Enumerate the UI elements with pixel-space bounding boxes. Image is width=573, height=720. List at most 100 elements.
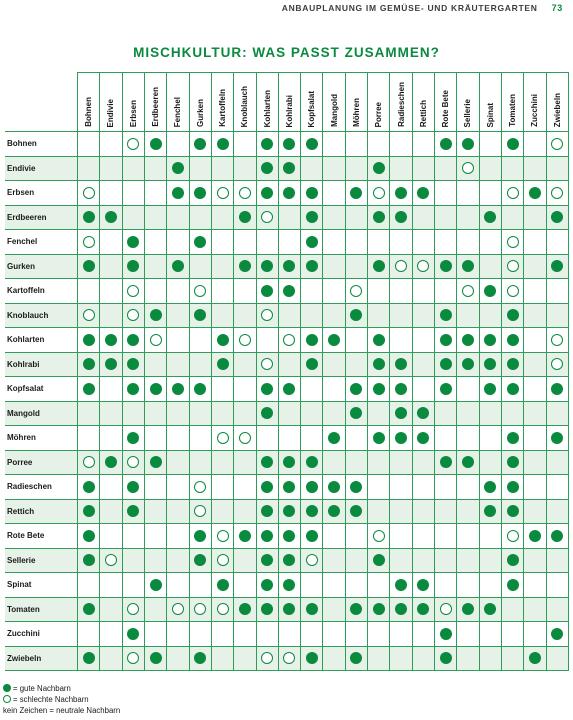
good-neighbor-icon bbox=[506, 309, 519, 322]
table-cell bbox=[478, 596, 502, 622]
good-neighbor-icon bbox=[372, 603, 385, 616]
bad-neighbor-icon bbox=[216, 554, 229, 567]
good-neighbor-icon bbox=[305, 137, 318, 150]
table-cell bbox=[389, 498, 413, 524]
table-cell bbox=[121, 302, 145, 328]
table-cell bbox=[411, 155, 436, 181]
table-cell bbox=[210, 523, 235, 549]
table-cell bbox=[277, 327, 302, 353]
table-cell bbox=[545, 229, 570, 255]
table-cell bbox=[143, 449, 168, 475]
page-number: 73 bbox=[551, 3, 563, 13]
running-title: ANBAUPLANUNG IM GEMÜSE- UND KRÄUTERGARTE… bbox=[281, 3, 538, 13]
table-cell bbox=[500, 204, 525, 230]
good-neighbor-icon bbox=[194, 554, 207, 567]
table-cell bbox=[389, 400, 413, 426]
table-cell bbox=[300, 621, 324, 647]
table-cell bbox=[478, 645, 502, 671]
table-cell bbox=[255, 425, 279, 451]
table-cell bbox=[210, 327, 235, 353]
table-cell bbox=[411, 327, 436, 353]
table-cell bbox=[300, 302, 324, 328]
table-cell bbox=[523, 351, 547, 377]
column-header: Endivie bbox=[99, 72, 123, 132]
column-header-label: Fenchel bbox=[173, 96, 183, 127]
table-cell bbox=[121, 376, 145, 402]
table-cell bbox=[300, 351, 324, 377]
table-cell bbox=[121, 425, 145, 451]
row-label: Bohnen bbox=[5, 131, 78, 157]
table-cell bbox=[166, 400, 190, 426]
bad-neighbor-icon bbox=[261, 652, 274, 665]
table-cell bbox=[322, 596, 346, 622]
table-cell bbox=[277, 376, 302, 402]
good-neighbor-icon bbox=[305, 186, 318, 199]
column-header-label: Erbsen bbox=[128, 99, 138, 127]
table-cell bbox=[76, 498, 101, 524]
table-cell bbox=[523, 449, 547, 475]
table-cell bbox=[389, 523, 413, 549]
table-cell bbox=[344, 645, 369, 671]
bad-neighbor-icon bbox=[82, 186, 95, 199]
good-neighbor-icon bbox=[350, 505, 363, 518]
table-cell bbox=[322, 449, 346, 475]
good-neighbor-icon bbox=[171, 186, 184, 199]
table-cell bbox=[210, 278, 235, 304]
table-cell bbox=[143, 547, 168, 573]
table-row: Zwiebeln bbox=[5, 645, 570, 671]
table-cell bbox=[210, 180, 235, 206]
table-cell bbox=[76, 596, 101, 622]
good-neighbor-icon bbox=[506, 480, 519, 493]
table-cell bbox=[411, 474, 436, 500]
table-cell bbox=[478, 327, 502, 353]
table-cell bbox=[210, 229, 235, 255]
good-neighbor-icon bbox=[439, 260, 452, 273]
column-header-label: Kartoffeln bbox=[218, 89, 228, 127]
table-cell bbox=[411, 400, 436, 426]
table-cell bbox=[389, 204, 413, 230]
table-row: Rote Bete bbox=[5, 523, 570, 549]
table-cell bbox=[456, 351, 480, 377]
table-cell bbox=[344, 229, 369, 255]
good-neighbor-icon bbox=[372, 554, 385, 567]
good-neighbor-icon bbox=[82, 505, 95, 518]
good-neighbor-icon bbox=[194, 137, 207, 150]
table-cell bbox=[411, 498, 436, 524]
bad-neighbor-icon bbox=[127, 137, 140, 150]
good-neighbor-icon bbox=[372, 333, 385, 346]
table-cell bbox=[277, 278, 302, 304]
good-neighbor-icon bbox=[461, 260, 474, 273]
table-cell bbox=[500, 376, 525, 402]
table-cell bbox=[121, 547, 145, 573]
table-cell bbox=[166, 302, 190, 328]
table-cell bbox=[188, 547, 212, 573]
good-neighbor-icon bbox=[82, 211, 95, 224]
table-cell bbox=[500, 596, 525, 622]
table-cell bbox=[210, 572, 235, 598]
table-cell bbox=[456, 523, 480, 549]
table-cell bbox=[166, 498, 190, 524]
table-cell bbox=[411, 376, 436, 402]
table-cell bbox=[456, 474, 480, 500]
table-cell bbox=[188, 253, 212, 279]
table-cell bbox=[233, 621, 257, 647]
table-cell bbox=[523, 425, 547, 451]
table-cell bbox=[121, 474, 145, 500]
good-neighbor-icon bbox=[417, 578, 430, 591]
table-cell bbox=[523, 523, 547, 549]
column-header-label: Erdbeeren bbox=[151, 87, 161, 127]
table-cell bbox=[166, 351, 190, 377]
table-cell bbox=[433, 449, 458, 475]
good-neighbor-icon bbox=[439, 627, 452, 640]
table-cell bbox=[411, 572, 436, 598]
table-cell bbox=[188, 278, 212, 304]
good-neighbor-icon bbox=[439, 382, 452, 395]
table-cell bbox=[478, 278, 502, 304]
table-cell bbox=[277, 547, 302, 573]
legend-good-label: = gute Nachbarn bbox=[13, 684, 71, 693]
good-neighbor-icon bbox=[149, 578, 162, 591]
good-neighbor-icon bbox=[82, 480, 95, 493]
column-header-label: Zucchini bbox=[530, 94, 540, 127]
table-cell bbox=[166, 204, 190, 230]
table-cell bbox=[344, 253, 369, 279]
